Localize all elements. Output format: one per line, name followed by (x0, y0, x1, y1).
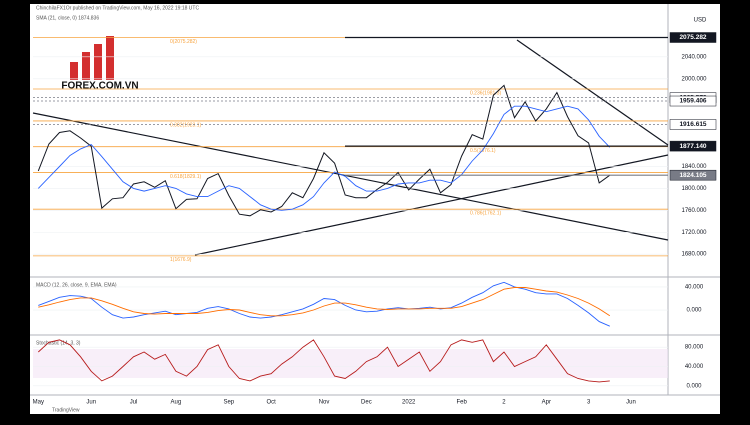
x-tick-label: Dec (361, 400, 372, 406)
fib-label: 0.236(1981.3) (470, 90, 501, 96)
y-tick-label: 0.000 (686, 308, 702, 314)
fib-label: 0(2075.282) (170, 39, 197, 45)
x-tick-label: 2 (502, 400, 506, 406)
price-label: 2075.282 (679, 34, 706, 41)
series-line (37, 84, 611, 217)
footer: TradingView (52, 407, 80, 413)
pane-title: Stochastic (14, 3, 3) (36, 340, 81, 346)
x-tick-label: Oct (266, 400, 276, 406)
logo: FOREX.COM.VN (61, 36, 139, 92)
price-label: 1824.105 (679, 172, 706, 179)
currency: USD (694, 18, 707, 24)
x-tick-label: Jul (130, 400, 138, 406)
y-tick-label: 1840.000 (681, 164, 707, 170)
fib-label: 0.5(1876.1) (470, 148, 496, 154)
fib-label: 0.382(1923.1) (170, 122, 201, 128)
fib-label: 0.786(1762.1) (470, 210, 501, 216)
y-tick-label: 80.000 (685, 345, 704, 351)
price-label-box (669, 95, 717, 107)
x-tick-label: Jun (626, 400, 636, 406)
y-tick-label: 1760.000 (681, 208, 707, 214)
logo-bar (94, 44, 102, 80)
price-label-box (669, 119, 717, 130)
y-tick-label: 1720.000 (681, 230, 707, 236)
price-label: 1916.615 (679, 121, 706, 128)
y-tick-label: 2040.000 (681, 54, 707, 60)
stoch-band (33, 349, 668, 378)
price-label-box (669, 32, 717, 43)
y-tick-label: 1680.000 (681, 252, 707, 258)
x-tick-label: 2022 (402, 400, 416, 406)
brand: FOREX.COM.VN (61, 81, 138, 92)
series-line (38, 287, 611, 317)
x-tick-label: Jun (86, 400, 96, 406)
series-line (37, 339, 610, 383)
x-tick-label: May (33, 400, 44, 406)
series-line (37, 105, 611, 211)
price-label: 1877.140 (679, 143, 706, 150)
byline: ChinchilaFX1Or published on TradingView.… (36, 5, 199, 11)
pane-title: SMA (21, close, 0) 1874.836 (36, 15, 99, 21)
x-tick-label: Apr (542, 400, 551, 406)
x-tick-label: Aug (171, 400, 182, 406)
trendline (32, 112, 669, 241)
y-tick-label: 0.000 (686, 383, 702, 389)
x-tick-label: 3 (587, 400, 591, 406)
pane-title: MACD (12, 26, close, 9, EMA, EMA) (36, 282, 117, 288)
trendline (516, 39, 669, 146)
logo-bar (106, 36, 114, 80)
x-tick-label: Nov (319, 400, 330, 406)
y-tick-label: 40.000 (685, 285, 704, 291)
logo-bar (70, 62, 78, 80)
logo-bar (82, 52, 90, 80)
price-label: 1959.406 (679, 98, 706, 105)
trendline (194, 154, 669, 256)
y-tick-label: 40.000 (685, 364, 704, 370)
price-label-box (669, 169, 717, 181)
x-tick-label: Feb (456, 400, 467, 406)
series-line (38, 281, 610, 327)
fib-label: 1(1676.9) (170, 257, 192, 263)
x-tick-label: Sep (223, 400, 234, 406)
y-tick-label: 1800.000 (681, 186, 707, 192)
fib-label: 0.618(1829.1) (170, 174, 201, 180)
y-tick-label: 2000.000 (681, 76, 707, 82)
price-label-box (669, 140, 717, 152)
